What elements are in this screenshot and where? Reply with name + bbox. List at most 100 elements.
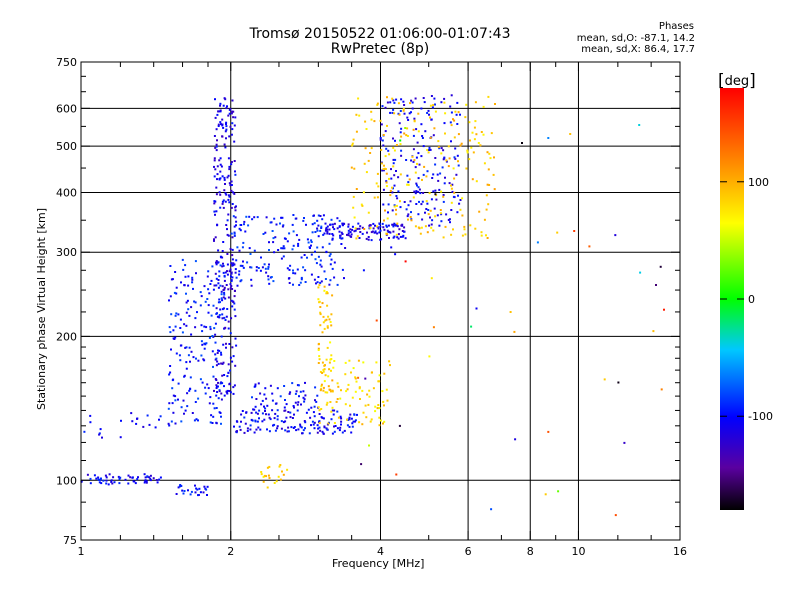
data-point [188, 314, 191, 317]
data-point [340, 389, 342, 392]
data-point [314, 399, 316, 402]
data-point [514, 438, 517, 441]
data-point [457, 164, 460, 167]
data-point [425, 200, 428, 203]
data-point [382, 203, 385, 206]
data-point [231, 258, 234, 261]
data-point [456, 101, 459, 104]
data-point [316, 394, 319, 397]
data-point [414, 192, 417, 195]
data-point [181, 489, 184, 492]
data-point [257, 426, 260, 429]
data-point [256, 420, 259, 423]
data-point [169, 295, 172, 298]
data-point [175, 292, 178, 295]
data-point [390, 246, 393, 249]
data-point [317, 347, 320, 350]
data-point [431, 177, 434, 179]
data-point [201, 330, 204, 333]
data-point [206, 494, 208, 496]
data-point [336, 283, 339, 286]
data-point [217, 279, 220, 281]
data-point [186, 299, 189, 302]
data-point [475, 180, 478, 183]
data-point [316, 424, 319, 427]
data-point [397, 176, 400, 179]
data-point [235, 205, 237, 208]
data-point [303, 420, 306, 422]
data-point [391, 223, 394, 226]
data-point [219, 110, 222, 113]
data-point [143, 481, 146, 484]
data-point [282, 255, 285, 258]
data-point [187, 354, 190, 357]
colorbar-unit: deg [724, 74, 750, 89]
data-point [426, 202, 429, 205]
data-point [482, 133, 485, 136]
data-point [231, 236, 234, 239]
data-point [207, 311, 210, 314]
data-point [169, 331, 172, 334]
data-point [390, 177, 393, 180]
data-point [215, 261, 217, 264]
data-point [378, 231, 381, 234]
data-point [100, 482, 103, 485]
data-point [588, 245, 591, 248]
y-tick-label: 600 [56, 102, 77, 115]
data-point [214, 378, 217, 380]
data-point [207, 288, 210, 291]
data-point [405, 208, 408, 211]
data-point [174, 422, 177, 425]
data-point [220, 297, 223, 300]
data-point [217, 286, 220, 289]
data-point [473, 138, 476, 141]
data-point [233, 308, 236, 311]
data-point [478, 210, 481, 213]
data-point [207, 270, 210, 273]
data-point [226, 308, 229, 310]
data-point [317, 343, 320, 346]
data-point [83, 430, 86, 433]
data-point [432, 134, 435, 137]
data-point [347, 229, 350, 232]
data-point [434, 193, 437, 196]
data-point [269, 418, 272, 421]
data-point [308, 432, 311, 435]
data-point [280, 216, 283, 219]
data-point [183, 284, 186, 287]
data-point [329, 401, 332, 403]
data-point [111, 482, 114, 485]
data-point [348, 418, 351, 421]
data-point [319, 263, 322, 266]
data-point [97, 478, 100, 481]
data-point [387, 149, 390, 152]
data-point [295, 429, 298, 432]
data-point [411, 155, 414, 158]
data-point [457, 194, 459, 197]
data-point [189, 376, 192, 379]
data-point [299, 423, 302, 426]
data-point [273, 217, 276, 220]
data-point [353, 230, 356, 233]
data-point [256, 216, 259, 219]
data-point [209, 283, 212, 285]
data-point [320, 385, 323, 388]
data-point [268, 282, 271, 285]
data-point [416, 162, 418, 165]
data-point [232, 355, 235, 358]
data-point [328, 361, 331, 364]
data-point [295, 217, 298, 220]
x-tick-label: 2 [227, 545, 234, 558]
data-point [221, 250, 224, 252]
data-point [172, 411, 175, 414]
data-point [333, 409, 336, 412]
data-point [233, 295, 236, 298]
data-point [275, 480, 278, 483]
data-point [272, 237, 275, 240]
data-point [352, 206, 355, 209]
data-point [200, 340, 203, 343]
data-point [282, 245, 285, 248]
data-point [333, 276, 336, 279]
